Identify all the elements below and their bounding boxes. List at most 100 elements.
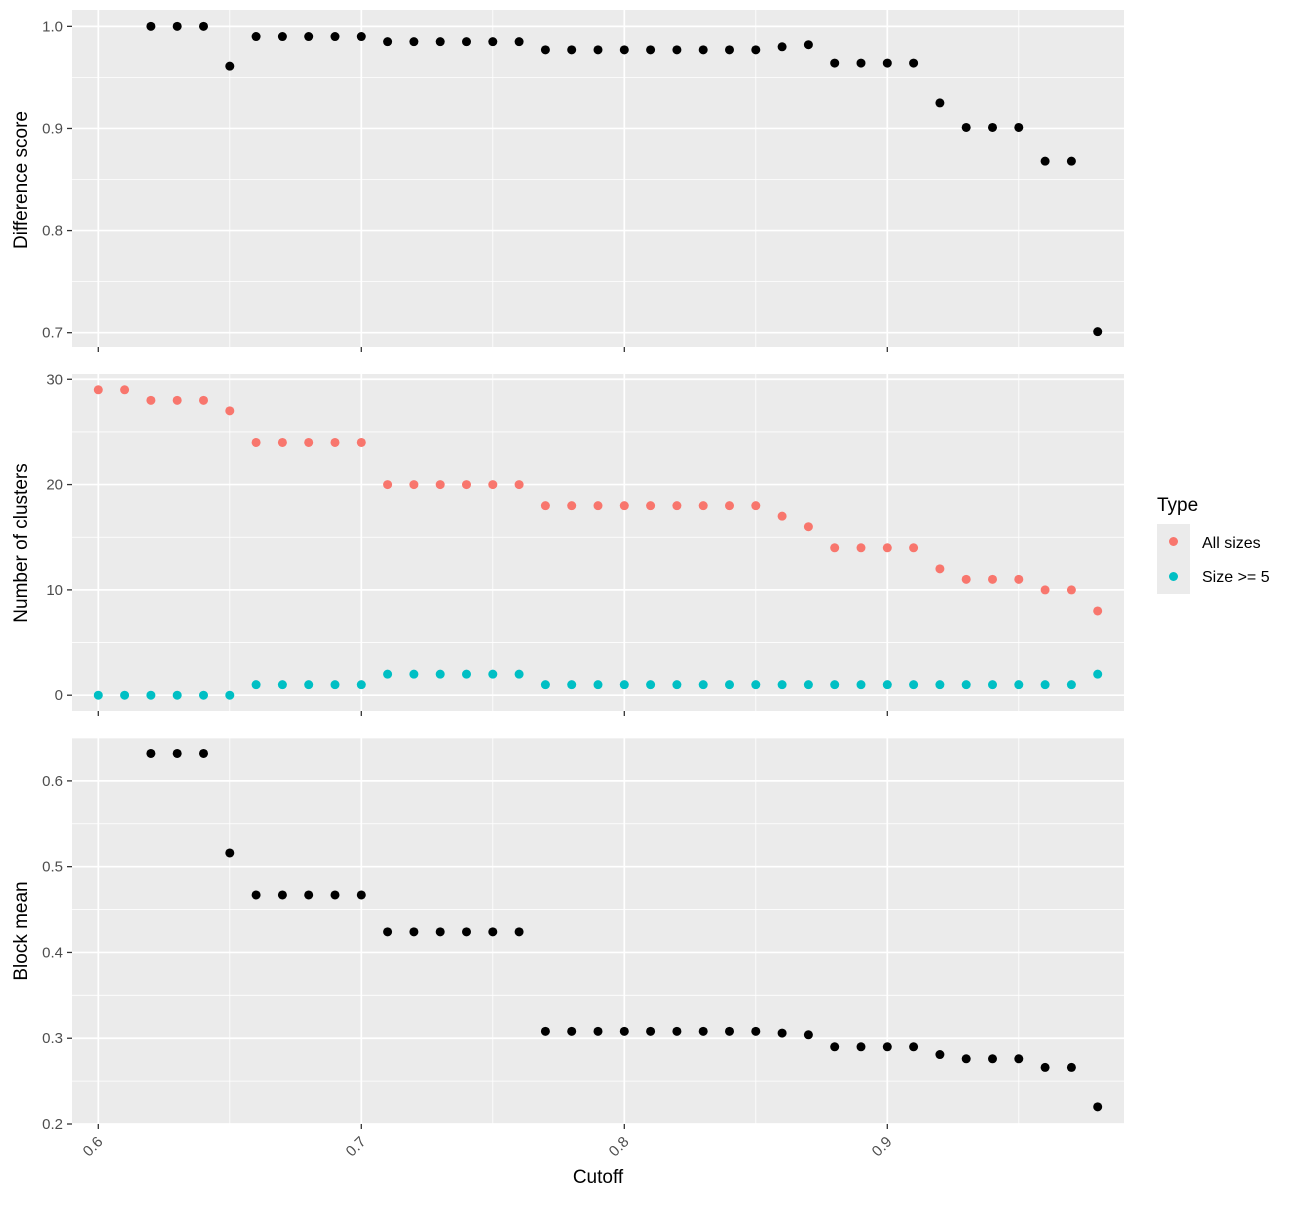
- data-point: [462, 480, 471, 490]
- data-point: [935, 1050, 945, 1060]
- data-point: [251, 437, 261, 447]
- data-point: [146, 395, 156, 405]
- data-point: [619, 501, 629, 511]
- data-point: [593, 45, 603, 55]
- y-tick-label: 0.8: [42, 223, 63, 240]
- data-point: [1014, 1054, 1024, 1064]
- data-point: [751, 680, 761, 690]
- legend-title: Type: [1157, 495, 1198, 516]
- data-point: [199, 21, 208, 31]
- data-point: [882, 58, 892, 68]
- data-point: [330, 890, 340, 900]
- data-point: [409, 480, 419, 490]
- y-tick-label: 0.9: [42, 120, 63, 137]
- data-point: [356, 32, 366, 42]
- data-point: [93, 385, 103, 395]
- data-point: [277, 890, 287, 900]
- data-point: [146, 690, 156, 700]
- panel-background: [72, 738, 1124, 1124]
- y-tick-label: 0.6: [42, 773, 63, 790]
- data-point: [619, 1026, 629, 1036]
- data-point: [909, 58, 919, 68]
- data-point: [199, 690, 208, 700]
- data-point: [199, 395, 208, 405]
- data-point: [540, 680, 550, 690]
- data-point: [961, 574, 971, 584]
- data-point: [567, 1026, 577, 1036]
- y-tick-label: 0.2: [42, 1116, 63, 1133]
- panel-1: 0.7 0.8 0.9 1.0 Difference score: [11, 10, 1124, 352]
- data-point: [330, 680, 340, 690]
- data-point: [435, 37, 445, 47]
- panel-background: [72, 374, 1124, 711]
- data-point: [830, 58, 840, 68]
- data-point: [435, 480, 445, 490]
- data-point: [672, 680, 682, 690]
- data-point: [803, 1030, 813, 1040]
- data-point: [146, 748, 156, 758]
- y-tick-label: 10: [46, 582, 63, 599]
- y-tick-label: 20: [46, 477, 63, 494]
- data-point: [777, 1028, 787, 1038]
- y-tick-label: 0.5: [42, 859, 63, 876]
- data-point: [1066, 585, 1076, 595]
- panel-background: [72, 10, 1124, 347]
- data-point: [383, 927, 393, 937]
- legend-key-all-sizes: [1169, 537, 1178, 546]
- data-point: [698, 680, 708, 690]
- data-point: [514, 669, 524, 679]
- legend: Type All sizes Size >= 5: [1157, 495, 1270, 594]
- data-point: [619, 680, 629, 690]
- data-point: [803, 40, 813, 50]
- data-point: [751, 501, 761, 511]
- data-point: [593, 501, 603, 511]
- data-point: [304, 437, 314, 447]
- data-point: [1014, 122, 1024, 132]
- data-point: [988, 680, 997, 690]
- data-point: [882, 1042, 892, 1052]
- data-point: [646, 45, 656, 55]
- data-point: [672, 45, 682, 55]
- data-point: [777, 42, 787, 52]
- data-point: [225, 406, 235, 416]
- data-point: [725, 680, 734, 690]
- data-point: [462, 37, 471, 47]
- data-point: [277, 32, 287, 42]
- data-point: [251, 890, 261, 900]
- data-point: [120, 690, 130, 700]
- data-point: [593, 1026, 603, 1036]
- data-point: [383, 669, 393, 679]
- data-point: [172, 690, 182, 700]
- data-point: [1014, 680, 1024, 690]
- data-point: [777, 680, 787, 690]
- data-point: [172, 748, 182, 758]
- data-point: [1093, 669, 1103, 679]
- data-point: [961, 122, 971, 132]
- data-point: [277, 437, 287, 447]
- data-point: [1014, 574, 1024, 584]
- y-tick-label: 0.4: [42, 944, 63, 961]
- data-point: [751, 1026, 761, 1036]
- y-tick-label: 0.7: [42, 325, 63, 342]
- data-point: [1040, 585, 1050, 595]
- data-point: [646, 680, 656, 690]
- data-point: [304, 890, 314, 900]
- legend-key-size-5: [1169, 572, 1178, 581]
- x-tick-label: 0.6: [80, 1133, 107, 1160]
- legend-label-all-sizes: All sizes: [1202, 535, 1261, 552]
- data-point: [1093, 1102, 1103, 1112]
- data-point: [488, 927, 498, 937]
- data-point: [646, 1026, 656, 1036]
- y-axis-title: Difference score: [11, 111, 32, 249]
- data-point: [540, 1026, 550, 1036]
- data-point: [514, 480, 524, 490]
- x-tick-label: 0.9: [869, 1133, 896, 1160]
- data-point: [462, 669, 471, 679]
- data-point: [856, 58, 866, 68]
- data-point: [751, 45, 761, 55]
- data-point: [567, 680, 577, 690]
- data-point: [1093, 606, 1103, 616]
- data-point: [356, 680, 366, 690]
- data-point: [304, 680, 314, 690]
- data-point: [356, 890, 366, 900]
